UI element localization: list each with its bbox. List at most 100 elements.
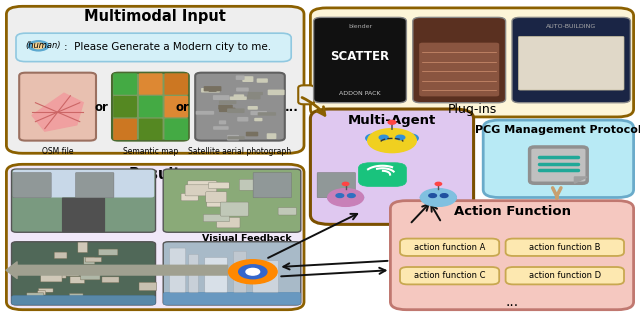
Text: ...: ... [506,295,518,309]
Text: Result: Result [129,167,182,182]
Text: UPDATE 1.2!: UPDATE 1.2! [530,50,612,64]
FancyBboxPatch shape [205,192,227,202]
Text: action function D: action function D [529,271,601,280]
Text: ADDON PACK: ADDON PACK [339,91,381,96]
Text: or: or [175,101,189,114]
FancyBboxPatch shape [234,94,244,99]
FancyBboxPatch shape [19,73,96,141]
Text: SCATTER: SCATTER [330,50,390,64]
Circle shape [246,268,260,275]
FancyBboxPatch shape [219,100,236,104]
FancyBboxPatch shape [314,17,406,103]
FancyBboxPatch shape [84,257,95,264]
FancyBboxPatch shape [163,292,301,305]
Text: or: or [94,101,108,114]
FancyBboxPatch shape [236,76,244,80]
FancyBboxPatch shape [6,6,304,153]
Circle shape [444,194,456,201]
Text: action function C: action function C [414,271,485,280]
FancyBboxPatch shape [170,248,186,292]
Text: action function B: action function B [529,243,600,252]
Polygon shape [575,177,588,183]
FancyBboxPatch shape [209,87,217,92]
Circle shape [367,129,417,153]
Circle shape [402,134,419,142]
FancyBboxPatch shape [253,261,278,292]
FancyBboxPatch shape [196,111,214,115]
FancyBboxPatch shape [268,90,285,95]
FancyBboxPatch shape [38,289,53,292]
FancyBboxPatch shape [181,193,198,201]
FancyBboxPatch shape [112,73,189,141]
Circle shape [420,194,433,201]
FancyBboxPatch shape [113,118,137,140]
FancyBboxPatch shape [113,96,137,117]
FancyBboxPatch shape [216,217,240,228]
FancyBboxPatch shape [310,8,634,117]
FancyBboxPatch shape [400,239,499,256]
Text: OSM file: OSM file [42,147,74,156]
FancyBboxPatch shape [69,297,76,302]
FancyBboxPatch shape [205,258,227,292]
FancyBboxPatch shape [267,133,276,139]
FancyBboxPatch shape [27,293,44,299]
Circle shape [239,265,267,279]
FancyBboxPatch shape [188,181,217,192]
FancyBboxPatch shape [12,295,156,305]
FancyBboxPatch shape [236,88,249,92]
Circle shape [440,194,448,198]
FancyBboxPatch shape [13,173,51,198]
FancyBboxPatch shape [189,254,198,292]
FancyBboxPatch shape [204,86,221,91]
FancyBboxPatch shape [58,267,79,276]
FancyBboxPatch shape [76,173,114,198]
FancyBboxPatch shape [204,214,230,222]
FancyBboxPatch shape [310,109,474,224]
FancyBboxPatch shape [195,73,285,141]
FancyBboxPatch shape [243,76,253,82]
FancyBboxPatch shape [220,202,248,216]
FancyBboxPatch shape [16,33,291,62]
FancyBboxPatch shape [6,164,304,310]
FancyBboxPatch shape [400,267,499,284]
Text: blender: blender [348,24,372,29]
Circle shape [328,194,340,201]
Text: Semantic map: Semantic map [123,147,178,156]
FancyBboxPatch shape [246,132,259,136]
FancyBboxPatch shape [317,173,356,198]
FancyBboxPatch shape [506,239,624,256]
Circle shape [366,134,383,142]
FancyBboxPatch shape [257,78,268,83]
FancyBboxPatch shape [47,269,66,278]
FancyBboxPatch shape [413,17,506,103]
FancyBboxPatch shape [239,179,265,190]
FancyBboxPatch shape [419,43,499,96]
FancyBboxPatch shape [227,136,244,139]
Text: PCG Management Protocol: PCG Management Protocol [475,125,640,135]
FancyBboxPatch shape [518,36,624,90]
FancyBboxPatch shape [70,276,84,283]
Circle shape [336,194,344,198]
FancyBboxPatch shape [12,242,156,305]
FancyBboxPatch shape [78,242,88,252]
Circle shape [429,194,436,198]
Circle shape [342,182,349,185]
FancyBboxPatch shape [358,163,406,186]
Circle shape [28,41,49,51]
FancyBboxPatch shape [164,118,188,140]
FancyBboxPatch shape [97,268,109,272]
FancyBboxPatch shape [248,92,263,95]
Text: Satellite aerial photograph: Satellite aerial photograph [188,147,292,156]
FancyBboxPatch shape [218,105,233,110]
FancyBboxPatch shape [201,88,220,93]
FancyBboxPatch shape [164,73,188,95]
FancyArrowPatch shape [6,262,228,278]
Circle shape [351,194,364,201]
FancyBboxPatch shape [248,106,258,110]
Circle shape [420,189,456,206]
Circle shape [228,260,277,284]
Polygon shape [32,93,83,131]
Circle shape [388,120,396,124]
FancyBboxPatch shape [247,94,256,99]
FancyBboxPatch shape [253,95,260,100]
